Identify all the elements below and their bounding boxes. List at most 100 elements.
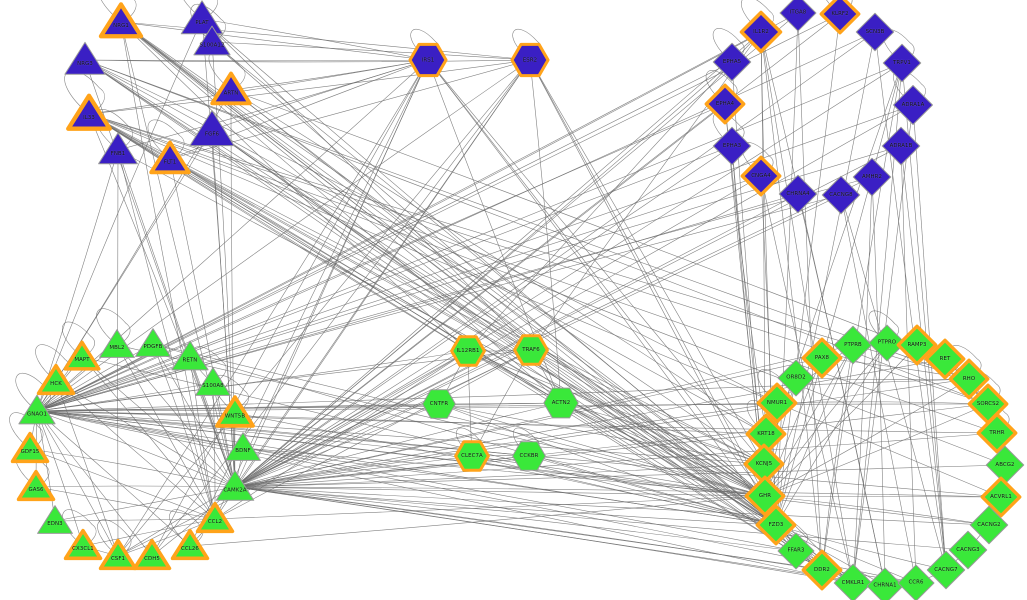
graph-node-fgf6[interactable]: FGF6: [186, 104, 239, 157]
graph-edge: [201, 18, 532, 351]
diamond-node-shape: [778, 174, 818, 214]
graph-node-ccl26[interactable]: CCL26: [169, 525, 211, 567]
graph-node-gnao1[interactable]: GNAO1: [15, 389, 58, 432]
graph-edge: [234, 104, 914, 488]
graph-edge: [211, 129, 777, 526]
graph-edge: [234, 176, 873, 488]
graph-node-flt1[interactable]: FLT1: [148, 137, 193, 182]
diamond-node-shape: [739, 10, 783, 54]
graph-node-cckbr[interactable]: CCKBR: [512, 440, 546, 472]
graph-edge: [234, 486, 777, 526]
graph-node-klrf2[interactable]: KLRF2: [819, 0, 861, 35]
graph-edge: [211, 41, 531, 61]
graph-edge: [120, 21, 429, 61]
graph-edge: [234, 486, 990, 526]
graph-edge: [116, 344, 766, 497]
graph-edge: [234, 357, 823, 488]
graph-node-epha5[interactable]: EPHA5: [712, 42, 752, 82]
diamond-node-shape: [801, 549, 843, 591]
graph-edge: [117, 149, 216, 520]
graph-edge: [36, 61, 733, 412]
graph-node-adra1a[interactable]: ADRA1A: [893, 85, 933, 125]
triangle-node-shape: [36, 363, 76, 396]
graph-edge: [151, 59, 531, 557]
graph-node-cntfr[interactable]: CNTFR: [422, 388, 456, 420]
graph-edge: [234, 464, 1006, 488]
graph-edge: [29, 448, 236, 488]
graph-edge: [169, 158, 823, 571]
graph-edge: [29, 448, 216, 520]
triangle-node-shape: [170, 528, 210, 561]
graph-edge: [88, 113, 532, 351]
graph-edge: [36, 378, 970, 412]
graph-node-s100a12[interactable]: S100A12: [190, 20, 233, 63]
graph-edge: [840, 194, 947, 571]
graph-node-il12rb1[interactable]: IL12RB1: [450, 335, 486, 367]
graph-edge: [211, 129, 236, 488]
graph-node-actn2[interactable]: ACTN2: [543, 386, 579, 420]
graph-edge: [55, 380, 119, 557]
self-loop-edge: [147, 119, 185, 160]
graph-node-traf6[interactable]: TRAF6: [513, 334, 549, 366]
graph-node-migl[interactable]: NRG3: [61, 36, 109, 84]
graph-node-irs1[interactable]: IRS1: [408, 42, 448, 78]
graph-edge: [36, 104, 914, 412]
graph-node-esr2[interactable]: ESR2: [510, 42, 550, 78]
graph-edge: [36, 403, 989, 412]
graph-edge: [152, 343, 216, 520]
graph-node-itga8[interactable]: ITGA8: [779, 0, 817, 32]
graph-edge: [36, 356, 191, 412]
diamond-node-shape: [852, 157, 892, 197]
graph-node-chrna4[interactable]: CHRNA4: [778, 174, 818, 214]
graph-node-clec7a[interactable]: CLEC7A: [454, 440, 490, 472]
graph-edge: [84, 59, 429, 62]
triangle-node-shape: [193, 25, 231, 56]
diamond-node-shape: [777, 532, 815, 570]
graph-edge: [35, 486, 216, 520]
graph-edge: [117, 149, 766, 497]
hexagon-node-shape: [512, 441, 546, 471]
graph-edge: [234, 61, 733, 488]
triangle-node-shape: [215, 395, 255, 428]
graph-node-cacng8[interactable]: CACNG8: [821, 175, 861, 215]
graph-edge: [764, 495, 1002, 498]
graph-edge: [36, 410, 236, 488]
graph-node-trpv1[interactable]: TRPV1: [882, 43, 922, 83]
graph-edge: [152, 343, 766, 497]
graph-edge: [530, 349, 766, 497]
graph-edge: [775, 62, 903, 526]
graph-edge: [234, 350, 469, 488]
self-loop-edge: [62, 321, 95, 358]
diamond-node-shape: [740, 155, 782, 197]
graph-edge: [234, 433, 767, 488]
self-loop-edge: [35, 344, 70, 382]
graph-edge: [201, 18, 429, 61]
diamond-node-shape: [948, 530, 988, 570]
graph-node-ccr6[interactable]: CCR6: [897, 564, 935, 600]
graph-edge: [529, 59, 766, 497]
graph-edge: [467, 350, 765, 465]
graph-node-gdf15[interactable]: GDF15: [9, 428, 51, 470]
hexagon-node-shape: [422, 389, 456, 419]
graph-edge: [234, 62, 903, 488]
graph-edge: [764, 342, 888, 497]
graph-edge: [821, 62, 903, 571]
graph-edge: [529, 59, 777, 526]
graph-edge: [775, 12, 799, 526]
hexagon-node-shape: [408, 42, 448, 78]
graph-edge: [88, 113, 998, 434]
graph-node-fnb1[interactable]: FNB1: [95, 127, 141, 173]
graph-node-cdh5[interactable]: CDH5: [131, 535, 173, 577]
triangle-node-shape: [98, 538, 138, 571]
graph-edge: [169, 59, 429, 160]
triangle-node-shape: [180, 0, 224, 35]
graph-node-cnga4[interactable]: CNGA4: [740, 155, 782, 197]
diamond-node-shape: [881, 126, 921, 166]
graph-edge: [169, 158, 236, 488]
graph-node-bdnf[interactable]: BDNF: [222, 427, 264, 469]
graph-edge: [234, 486, 797, 552]
graph-node-epha4[interactable]: EPHA4: [704, 83, 746, 125]
graph-edge: [88, 113, 1006, 466]
diamond-node-shape: [969, 505, 1009, 545]
